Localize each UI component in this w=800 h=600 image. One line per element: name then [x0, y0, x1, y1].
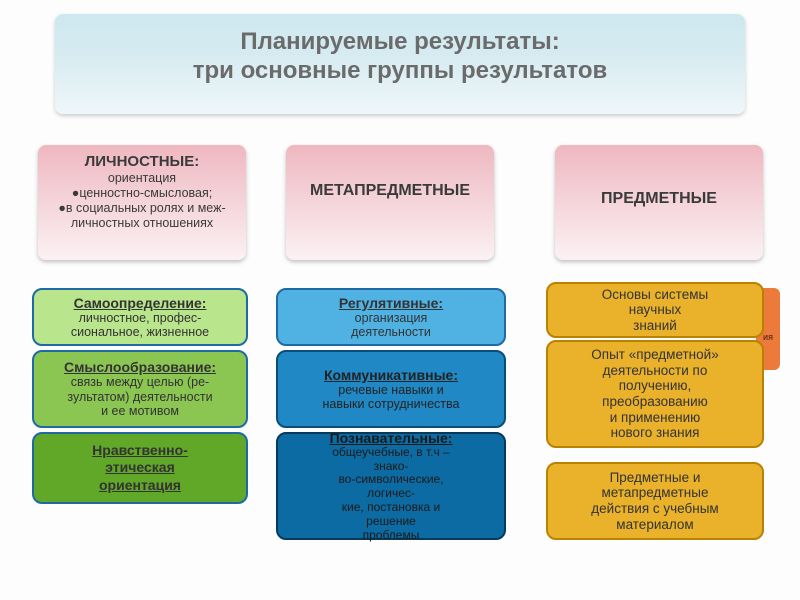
title-line-2: три основные группы результатов: [55, 57, 745, 86]
block-subject-actions: Предметные и метапредметные действия с у…: [546, 462, 764, 540]
block-body: личностное, профес- сиональное, жизненно…: [71, 311, 209, 340]
block-body: Основы системы научных знаний: [602, 287, 708, 334]
block-title: Смыслообразование:: [64, 359, 216, 375]
block-title: Самоопределение:: [74, 295, 207, 311]
block-body: связь между целью (ре- зультатом) деятел…: [67, 375, 212, 418]
category-personal-body: ориентация ●ценностно-смысловая; ●в соци…: [46, 171, 238, 231]
block-moral-ethical: Нравственно- этическая ориентация: [32, 432, 248, 504]
block-scientific-basis: Основы системы научных знаний: [546, 282, 764, 338]
block-title: Познавательные:: [330, 430, 453, 446]
block-cognitive: Познавательные: общеучебные, в т.ч – зна…: [276, 432, 506, 540]
category-subject: ПРЕДМЕТНЫЕ: [555, 145, 763, 260]
block-body: Предметные и метапредметные действия с у…: [591, 470, 718, 532]
block-body: речевые навыки и навыки сотрудничества: [323, 383, 460, 412]
diagram-title: Планируемые результаты: три основные гру…: [55, 14, 745, 114]
block-subject-experience: Опыт «предметной» деятельности по получе…: [546, 340, 764, 448]
block-title: Нравственно- этическая ориентация: [92, 442, 188, 495]
block-body: Опыт «предметной» деятельности по получе…: [591, 347, 718, 440]
block-regulatory: Регулятивные: организация деятельности: [276, 288, 506, 346]
category-personal: ЛИЧНОСТНЫЕ: ориентация ●ценностно-смысло…: [38, 145, 246, 260]
title-line-1: Планируемые результаты:: [55, 28, 745, 57]
block-self-determination: Самоопределение: личностное, профес- сио…: [32, 288, 248, 346]
block-title: Коммуникативные:: [324, 367, 458, 383]
category-subject-heading: ПРЕДМЕТНЫЕ: [563, 189, 755, 208]
block-communicative: Коммуникативные: речевые навыки и навыки…: [276, 350, 506, 428]
block-title: Регулятивные:: [339, 295, 443, 311]
category-personal-heading: ЛИЧНОСТНЫЕ:: [46, 153, 238, 171]
block-body: организация деятельности: [351, 311, 431, 340]
category-meta-heading: МЕТАПРЕДМЕТНЫЕ: [294, 181, 486, 200]
category-meta: МЕТАПРЕДМЕТНЫЕ: [286, 145, 494, 260]
block-meaning-formation: Смыслообразование: связь между целью (ре…: [32, 350, 248, 428]
block-body: общеучебные, в т.ч – знако- во-символиче…: [332, 446, 450, 543]
